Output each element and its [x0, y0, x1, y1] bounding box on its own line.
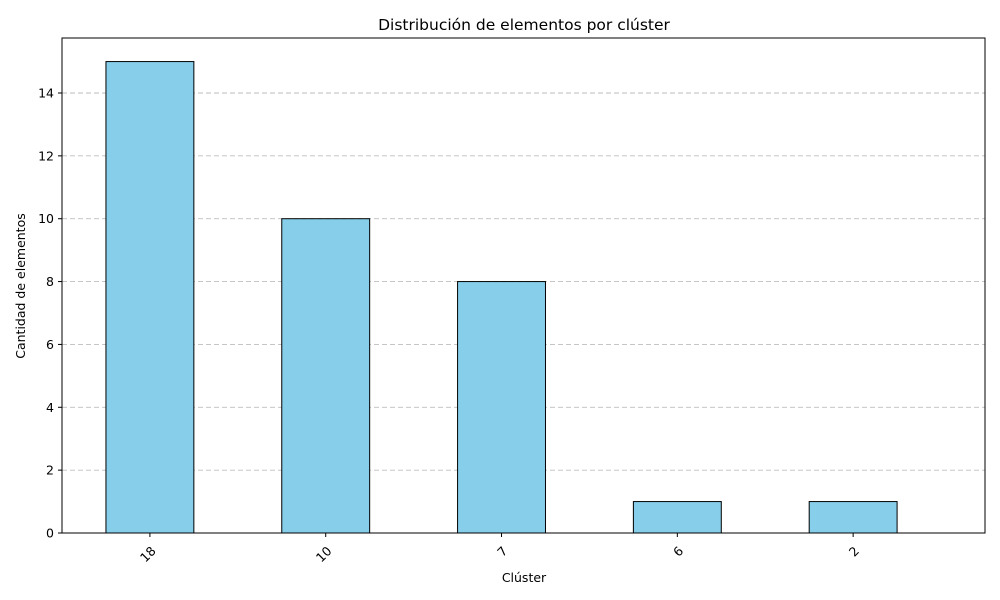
bar-cluster-6	[632, 501, 722, 534]
bar-cluster-7	[457, 281, 546, 534]
y-axis-label: Cantidad de elementos	[13, 213, 28, 359]
bar-cluster-10	[281, 218, 371, 534]
y-tick-label-14: 14	[38, 86, 54, 101]
chart-title: Distribución de elementos por clúster	[378, 16, 670, 34]
y-axis: 0 2 4 6 8 10 12 14	[38, 86, 62, 541]
y-tick-label-12: 12	[38, 148, 54, 163]
x-tick-label-18: 18	[137, 543, 159, 565]
y-tick-label-0: 0	[46, 526, 54, 541]
y-tick-label-8: 8	[46, 274, 54, 289]
y-tick-label-6: 6	[46, 337, 54, 352]
bar-cluster-2	[808, 501, 898, 534]
x-axis-label: Clúster	[502, 570, 547, 585]
bars	[105, 61, 898, 534]
x-tick-label-6: 6	[670, 543, 686, 559]
x-tick-label-10: 10	[313, 543, 335, 565]
y-tick-label-2: 2	[46, 463, 54, 478]
x-tick-label-7: 7	[494, 543, 510, 559]
plot-frame	[61, 37, 986, 534]
y-tick-label-4: 4	[46, 400, 54, 415]
bar-cluster-18	[105, 61, 195, 534]
x-axis: 18 10 7 6 2	[137, 533, 862, 565]
grid-lines	[62, 92, 985, 471]
y-tick-label-10: 10	[38, 211, 54, 226]
x-tick-label-2: 2	[846, 543, 862, 559]
